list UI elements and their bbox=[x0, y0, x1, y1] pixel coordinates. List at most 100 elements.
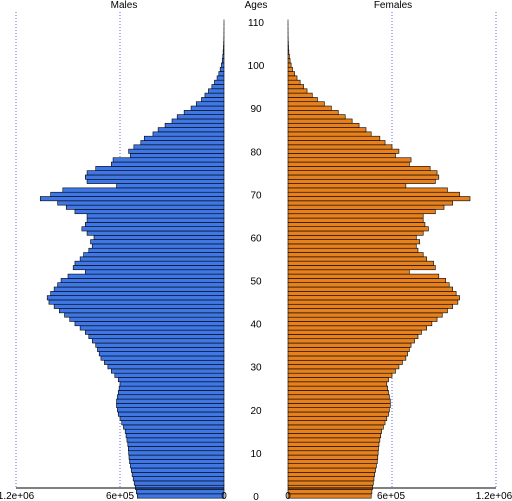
male-bar-age-9 bbox=[128, 454, 225, 460]
male-bar-age-77 bbox=[111, 161, 225, 167]
female-bar-age-92 bbox=[287, 97, 318, 103]
female-bar-age-43 bbox=[287, 308, 448, 314]
female-bar-age-13 bbox=[287, 437, 381, 443]
age-tick-label-50: 50 bbox=[250, 277, 262, 288]
female-bar-age-89 bbox=[287, 110, 339, 115]
male-bars bbox=[39, 19, 225, 499]
ages-axis-title: Ages bbox=[245, 0, 268, 11]
male-bar-age-59 bbox=[90, 239, 225, 245]
male-bar-age-17 bbox=[121, 420, 225, 426]
female-bar-age-77 bbox=[287, 161, 410, 167]
female-bar-age-82 bbox=[287, 140, 386, 146]
male-bar-age-0 bbox=[137, 493, 225, 499]
female-bar-age-76 bbox=[287, 166, 431, 171]
male-bar-age-76 bbox=[95, 166, 225, 171]
female-bar-age-57 bbox=[287, 247, 419, 253]
male-bar-age-71 bbox=[62, 187, 225, 193]
female-bar-age-42 bbox=[287, 312, 443, 318]
male-bar-age-50 bbox=[60, 278, 225, 283]
male-bar-age-27 bbox=[117, 377, 225, 383]
female-bar-age-83 bbox=[287, 135, 381, 141]
male-bar-age-70 bbox=[50, 191, 225, 197]
female-bar-age-54 bbox=[287, 260, 434, 266]
females-panel-title: Females bbox=[374, 0, 412, 11]
male-bar-age-74 bbox=[85, 174, 225, 180]
female-bar-age-22 bbox=[287, 398, 391, 404]
female-bars bbox=[287, 19, 471, 499]
male-bar-age-18 bbox=[119, 415, 225, 421]
female-bar-age-8 bbox=[287, 459, 378, 464]
male-bar-age-53 bbox=[72, 265, 225, 271]
male-bar-age-13 bbox=[126, 437, 225, 443]
female-bar-age-39 bbox=[287, 325, 427, 331]
female-bar-age-20 bbox=[287, 407, 390, 413]
female-bar-age-5 bbox=[287, 471, 375, 477]
female-bar-age-74 bbox=[287, 174, 440, 180]
female-bar-age-11 bbox=[287, 446, 379, 452]
female-bar-age-56 bbox=[287, 252, 424, 258]
male-bar-age-41 bbox=[69, 316, 225, 322]
female-bar-age-32 bbox=[287, 355, 407, 361]
male-bar-age-88 bbox=[176, 114, 225, 120]
male-bar-age-95 bbox=[211, 84, 225, 90]
male-bar-age-10 bbox=[128, 450, 225, 456]
female-bar-age-29 bbox=[287, 368, 396, 374]
male-bar-age-5 bbox=[131, 471, 225, 477]
age-tick-label-20: 20 bbox=[250, 406, 262, 417]
female-bar-age-6 bbox=[287, 467, 376, 473]
male-bar-age-78 bbox=[112, 157, 225, 163]
male-bar-age-99 bbox=[219, 66, 225, 72]
male-bar-age-98 bbox=[218, 71, 225, 77]
male-bar-age-12 bbox=[127, 441, 225, 447]
male-bar-age-73 bbox=[86, 178, 225, 184]
female-bar-age-97 bbox=[287, 75, 298, 81]
male-bar-age-102 bbox=[222, 54, 225, 59]
female-bar-age-33 bbox=[287, 351, 408, 357]
female-bar-age-17 bbox=[287, 420, 386, 426]
male-bar-age-8 bbox=[129, 459, 225, 464]
male-bar-age-103 bbox=[222, 49, 225, 55]
male-bar-age-51 bbox=[67, 273, 225, 279]
male-bar-age-89 bbox=[183, 110, 225, 115]
female-bar-age-71 bbox=[287, 187, 448, 193]
male-bar-age-61 bbox=[86, 230, 225, 236]
male-bar-age-22 bbox=[116, 398, 225, 404]
male-bar-age-81 bbox=[133, 144, 225, 150]
female-bar-age-41 bbox=[287, 316, 438, 322]
female-bar-age-98 bbox=[287, 71, 295, 77]
male-bar-age-80 bbox=[128, 148, 225, 154]
male-bar-age-63 bbox=[85, 222, 225, 227]
female-bar-age-60 bbox=[287, 235, 417, 240]
female-bar-age-14 bbox=[287, 433, 382, 439]
female-bar-age-3 bbox=[287, 480, 374, 486]
female-bar-age-70 bbox=[287, 191, 460, 197]
age-tick-labels: 0 10 20 30 40 50 60 70 80 90 100 110 bbox=[248, 18, 265, 501]
male-bar-age-32 bbox=[100, 355, 225, 361]
age-tick-label-90: 90 bbox=[250, 104, 262, 115]
male-bar-age-48 bbox=[53, 286, 225, 292]
female-bar-age-72 bbox=[287, 183, 407, 189]
male-bar-age-31 bbox=[104, 359, 225, 365]
female-bar-age-94 bbox=[287, 88, 308, 94]
female-bar-age-104 bbox=[287, 45, 289, 51]
female-bar-age-10 bbox=[287, 450, 379, 456]
female-bar-age-101 bbox=[287, 58, 291, 64]
female-bar-age-69 bbox=[287, 196, 471, 202]
female-bar-age-80 bbox=[287, 148, 400, 154]
female-bar-age-2 bbox=[287, 484, 373, 490]
male-bar-age-15 bbox=[124, 428, 225, 434]
female-bar-age-58 bbox=[287, 243, 417, 249]
female-bar-age-28 bbox=[287, 372, 393, 378]
female-bar-age-47 bbox=[287, 291, 457, 296]
age-tick-label-0: 0 bbox=[253, 492, 259, 501]
female-bar-age-99 bbox=[287, 66, 293, 72]
female-bar-age-38 bbox=[287, 329, 422, 335]
female-bar-age-34 bbox=[287, 347, 410, 352]
male-bar-age-40 bbox=[74, 321, 225, 327]
male-bar-age-23 bbox=[117, 394, 225, 400]
female-bar-age-91 bbox=[287, 101, 325, 107]
male-bar-age-7 bbox=[130, 463, 225, 469]
male-bar-age-46 bbox=[46, 295, 225, 301]
female-bar-age-67 bbox=[287, 204, 445, 210]
